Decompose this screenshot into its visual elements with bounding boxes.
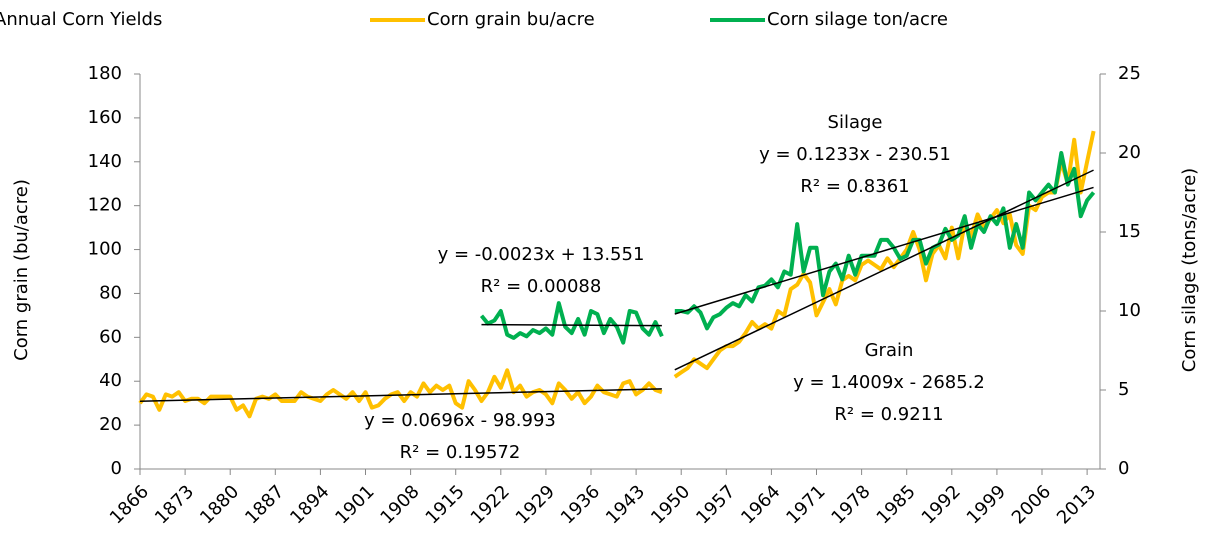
y-tick-label: 0 xyxy=(111,458,122,479)
y-tick-label: 120 xyxy=(88,195,122,216)
trendline xyxy=(674,169,1094,371)
trendline-equation: y = 1.4009x - 2685.2 xyxy=(793,372,985,393)
y-tick-label: 80 xyxy=(99,282,122,303)
x-tick-label: 1887 xyxy=(241,481,288,528)
trendline-equation: y = 0.0696x - 98.993 xyxy=(364,410,556,431)
legend-label: Corn grain bu/acre xyxy=(427,9,595,30)
y2-tick-label: 20 xyxy=(1118,142,1141,163)
y2-tick-label: 10 xyxy=(1118,300,1141,321)
y-tick-label: 160 xyxy=(88,107,122,128)
x-tick-label: 1978 xyxy=(827,481,874,528)
chart-title: Annual Corn Yields xyxy=(0,9,162,30)
x-tick-label: 1873 xyxy=(151,481,198,528)
x-tick-label: 1908 xyxy=(376,481,423,528)
x-tick-label: 2013 xyxy=(1053,481,1100,528)
trendline xyxy=(139,388,662,402)
y2-tick-label: 25 xyxy=(1118,63,1141,84)
y-tick-label: 180 xyxy=(88,63,122,84)
x-tick-label: 1880 xyxy=(196,481,243,528)
x-tick-label: 1943 xyxy=(602,481,649,528)
x-tick-label: 1992 xyxy=(918,481,965,528)
legend-label: Corn silage ton/acre xyxy=(767,9,948,30)
trendline xyxy=(481,323,662,327)
x-tick-label: 1999 xyxy=(963,481,1010,528)
x-tick-label: 1964 xyxy=(737,481,784,528)
y-tick-label: 100 xyxy=(88,239,122,260)
data-line xyxy=(479,151,1096,345)
x-tick-label: 1957 xyxy=(692,481,739,528)
trendline-r2: R² = 0.9211 xyxy=(834,404,943,425)
trendline-r2: R² = 0.00088 xyxy=(481,276,602,297)
trendline xyxy=(674,186,1094,315)
y-tick-label: 140 xyxy=(88,151,122,172)
x-tick-label: 1950 xyxy=(647,481,694,528)
y-tick-label: 20 xyxy=(99,414,122,435)
trendline-name: Silage xyxy=(828,112,883,133)
x-tick-label: 1866 xyxy=(106,481,153,528)
y-axis-title: Corn grain (bu/acre) xyxy=(11,179,32,361)
trendline-equation: y = 0.1233x - 230.51 xyxy=(759,144,951,165)
x-tick-label: 1915 xyxy=(422,481,469,528)
x-tick-label: 1985 xyxy=(873,481,920,528)
x-tick-label: 1922 xyxy=(467,481,514,528)
trendline-name: Grain xyxy=(865,340,914,361)
y2-tick-label: 0 xyxy=(1118,458,1129,479)
x-tick-label: 1901 xyxy=(331,481,378,528)
y2-axis-title: Corn silage (tons/acre) xyxy=(1179,168,1200,372)
y-tick-label: 60 xyxy=(99,326,122,347)
x-tick-label: 1971 xyxy=(782,481,829,528)
trendline-equation: y = -0.0023x + 13.551 xyxy=(438,244,645,265)
x-tick-label: 2006 xyxy=(1008,481,1055,528)
y2-tick-label: 5 xyxy=(1118,379,1129,400)
y-tick-label: 40 xyxy=(99,370,122,391)
x-tick-label: 1929 xyxy=(512,481,559,528)
trendline-r2: R² = 0.19572 xyxy=(400,442,521,463)
x-tick-label: 1936 xyxy=(557,481,604,528)
x-tick-label: 1894 xyxy=(286,481,333,528)
y2-tick-label: 15 xyxy=(1118,221,1141,242)
trendline-r2: R² = 0.8361 xyxy=(800,176,909,197)
